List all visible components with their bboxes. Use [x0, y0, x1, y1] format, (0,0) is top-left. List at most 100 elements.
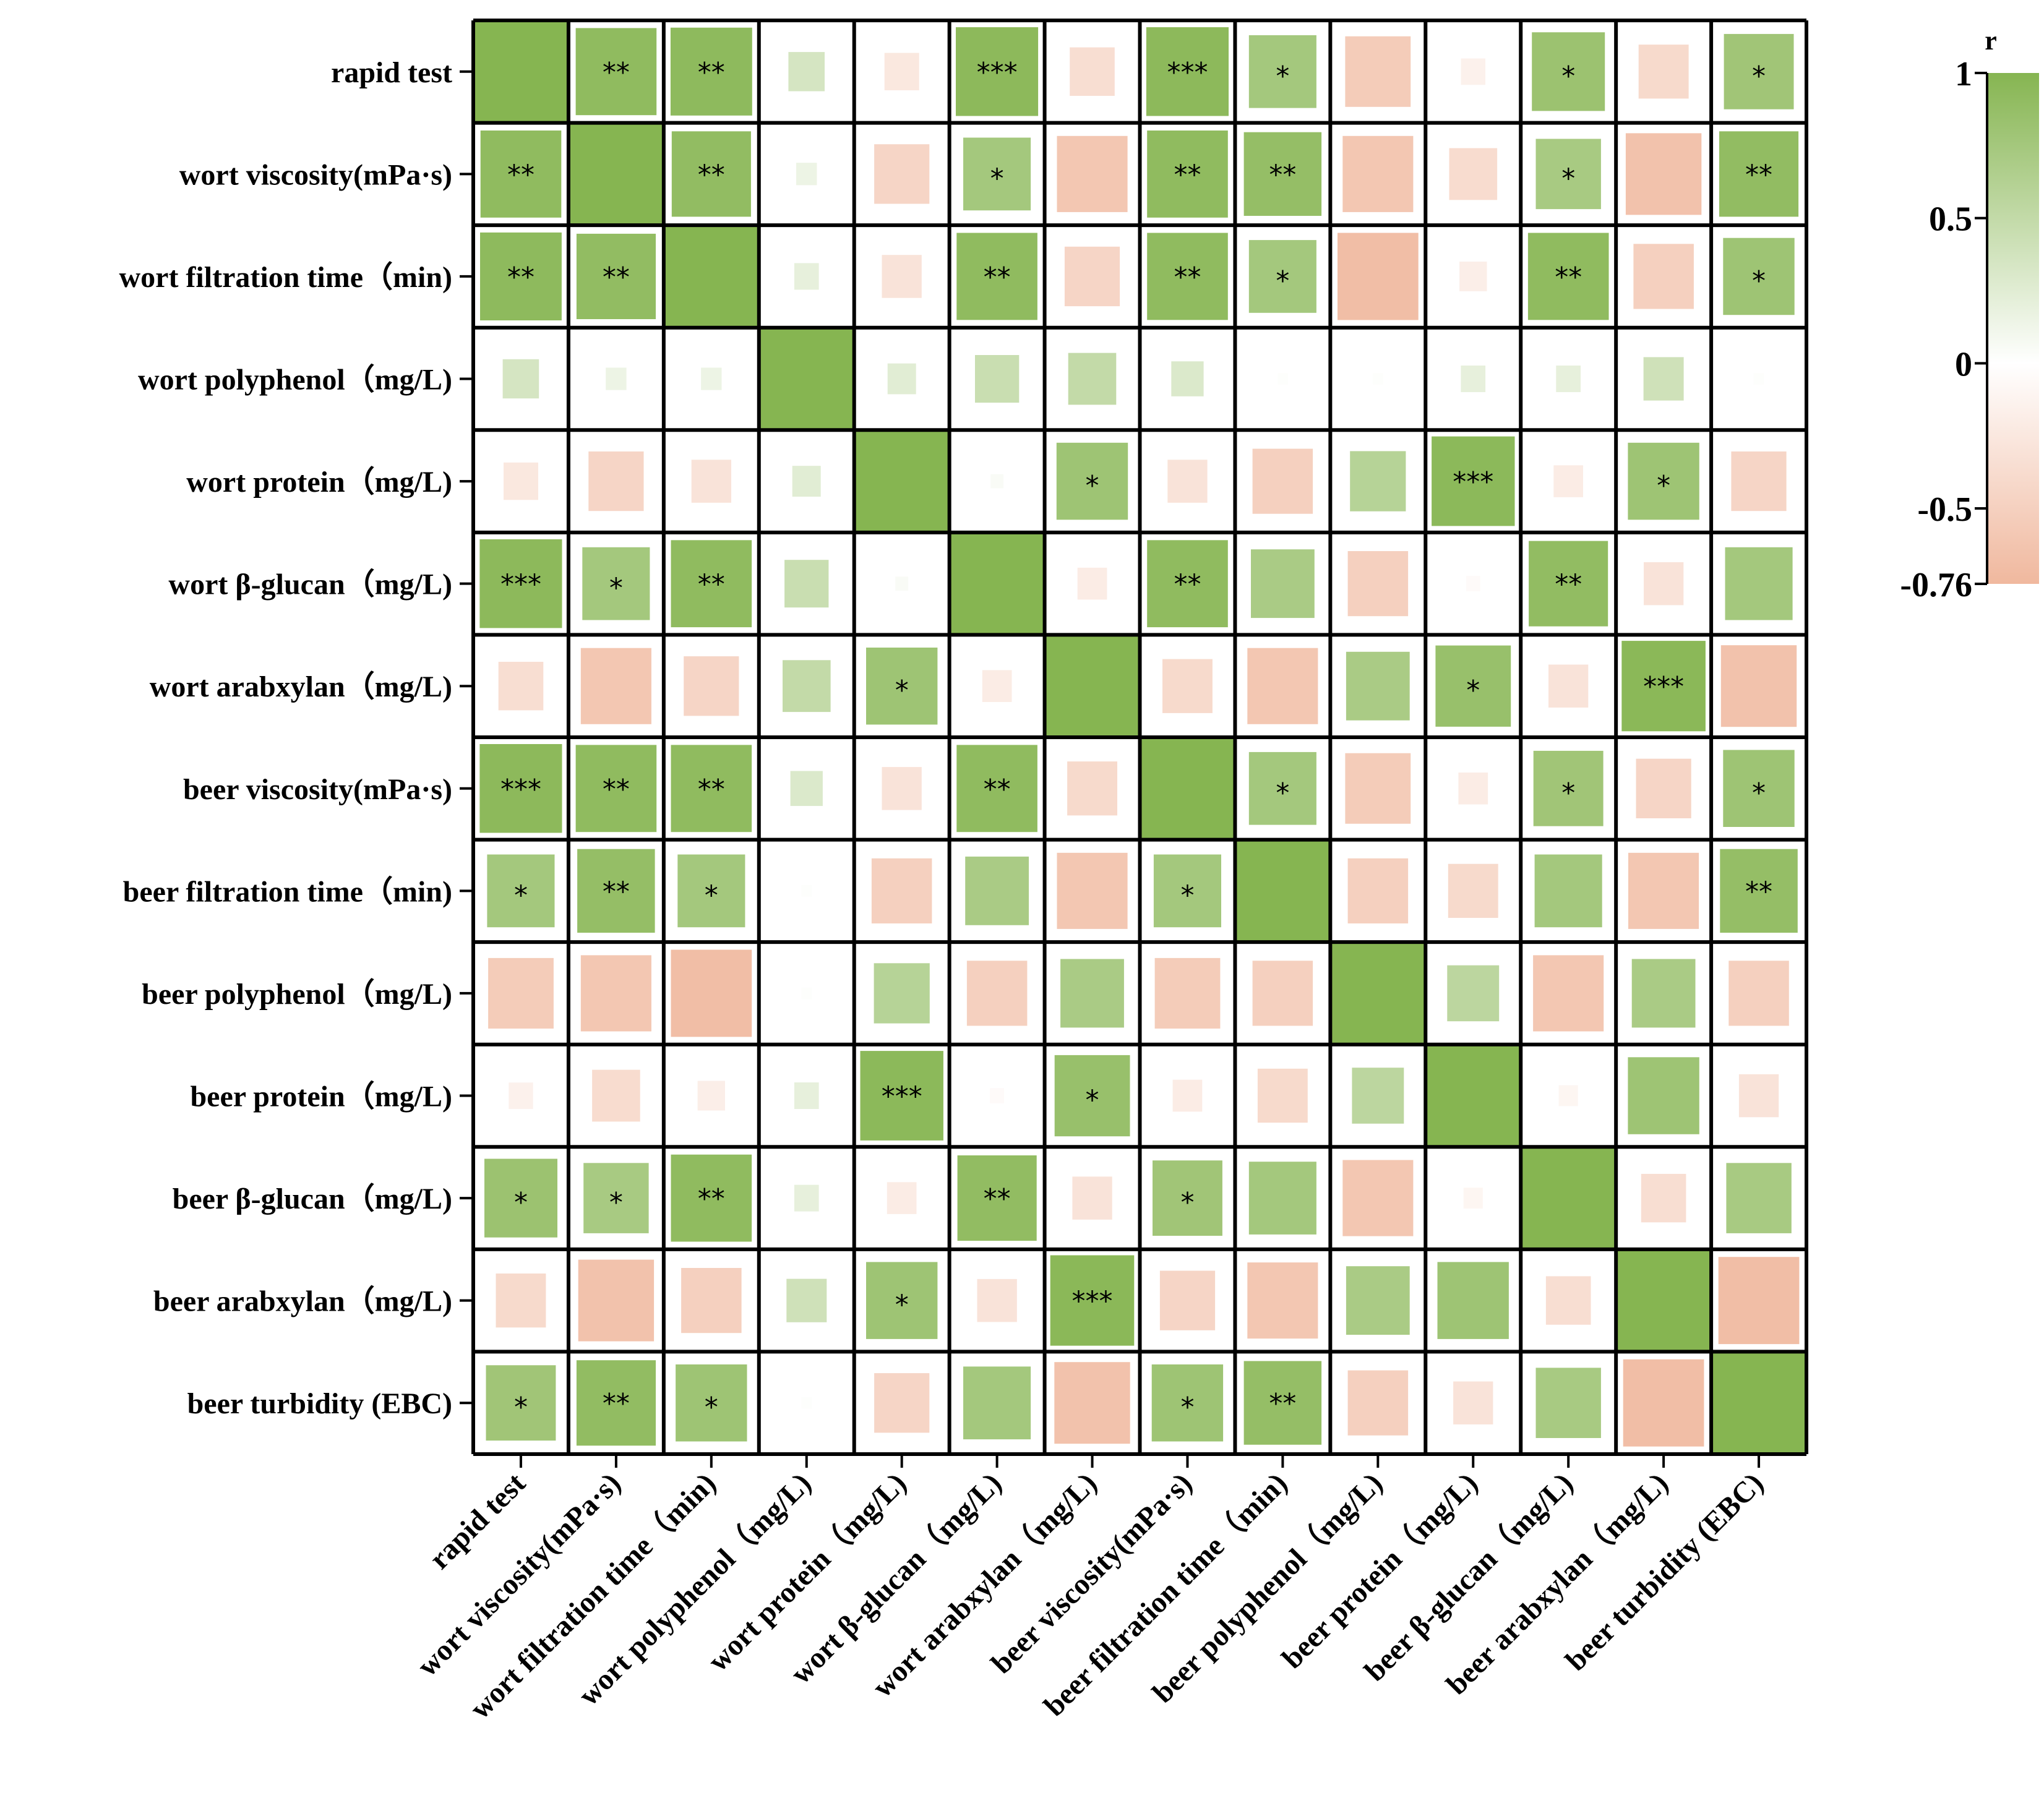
heatmap-cell-r0-c1	[573, 25, 659, 118]
heatmap-grid	[471, 19, 1808, 1456]
heatmap-cell-r10-c12	[1625, 1055, 1702, 1137]
heatmap-cell-r1-c9	[1340, 133, 1416, 215]
heatmap-cell-r8-c6	[1054, 850, 1130, 931]
significance-r13-c8: **	[1269, 1388, 1296, 1419]
colorbar-tick-label-0: 1	[1955, 55, 1972, 93]
colorbar-tick-label-3: -0.5	[1917, 490, 1972, 529]
heatmap-cell-r10-c4	[857, 1048, 946, 1143]
heatmap-cell-r1-c3	[794, 160, 820, 188]
heatmap-cell-r7-c3	[788, 768, 825, 809]
significance-r7-c11: *	[1561, 777, 1575, 809]
significance-r10-c4: ***	[882, 1081, 922, 1113]
heatmap-cell-r5-c4	[893, 574, 911, 593]
heatmap-cell-r13-c5	[961, 1364, 1034, 1442]
heatmap-cell-r10-c13	[1736, 1071, 1782, 1120]
heatmap-cell-r11-c12	[1638, 1171, 1689, 1225]
heatmap-cell-r9-c0	[486, 955, 556, 1032]
heatmap-cell-r6-c6	[1044, 635, 1140, 737]
heatmap-cell-r11-c10	[1461, 1185, 1485, 1211]
heatmap-cell-r5-c2	[668, 537, 755, 630]
heatmap-cell-r2-c9	[1335, 230, 1421, 323]
heatmap-cell-r13-c0	[483, 1363, 559, 1444]
heatmap-cell-r12-c13	[1716, 1254, 1802, 1347]
heatmap-cell-r0-c2	[668, 25, 755, 118]
heatmap-cell-r9-c7	[1152, 955, 1223, 1032]
heatmap-cell-r10-c3	[791, 1080, 822, 1111]
y-label-2: wort filtration time（min)	[119, 261, 452, 294]
y-label-9: beer polyphenol（mg/L)	[142, 978, 452, 1011]
heatmap-cell-r3-c11	[1553, 363, 1584, 395]
heatmap-cell-r1-c6	[1054, 133, 1130, 215]
significance-r12-c4: *	[895, 1290, 909, 1321]
heatmap-cell-r1-c13	[1717, 129, 1801, 220]
heatmap-cell-r3-c3	[758, 327, 854, 430]
significance-r2-c13: *	[1752, 265, 1766, 297]
heatmap-cell-r9-c5	[964, 958, 1030, 1029]
colorbar: r 1 0.5 0 -0.5 -0.76	[1900, 25, 2039, 604]
y-label-8: beer filtration time（min)	[123, 875, 452, 908]
heatmap-cell-r6-c4	[864, 645, 940, 727]
significance-r7-c2: **	[698, 774, 725, 805]
y-label-12: beer arabxylan（mg/L)	[153, 1285, 452, 1318]
heatmap-cell-r7-c0	[477, 742, 565, 836]
heatmap-cell-r12-c7	[1157, 1268, 1218, 1333]
heatmap-cell-r3-c7	[1169, 359, 1206, 399]
heatmap-cell-r11-c9	[1340, 1157, 1416, 1239]
heatmap-cell-r5-c6	[1075, 565, 1110, 602]
heatmap-cell-r13-c1	[573, 1358, 659, 1449]
heatmap-cell-r11-c2	[668, 1152, 755, 1244]
heatmap-cell-r1-c11	[1533, 136, 1604, 212]
heatmap-cell-r13-c12	[1620, 1356, 1707, 1449]
heatmap-cell-r13-c9	[1345, 1368, 1411, 1438]
significance-r6-c4: *	[895, 675, 909, 706]
heatmap-cell-r3-c0	[500, 356, 542, 401]
heatmap-cell-r11-c3	[791, 1182, 822, 1214]
significance-r1-c5: *	[990, 163, 1004, 194]
heatmap-cell-r9-c9	[1330, 942, 1426, 1045]
heatmap-cell-r5-c7	[1144, 537, 1230, 630]
heatmap-cell-r8-c5	[963, 854, 1031, 928]
significance-r0-c7: ***	[1167, 57, 1208, 88]
significance-r12-c6: ***	[1072, 1286, 1113, 1317]
heatmap-cell-r4-c7	[1165, 457, 1210, 505]
heatmap-cell-r4-c10	[1429, 434, 1518, 529]
heatmap-cell-r5-c5	[949, 532, 1045, 635]
heatmap-cell-r7-c12	[1633, 756, 1694, 821]
significance-r5-c0: ***	[500, 569, 541, 601]
significance-r7-c0: ***	[500, 774, 541, 805]
heatmap-cell-r10-c6	[1052, 1052, 1133, 1139]
y-label-3: wort polyphenol（mg/L)	[138, 364, 452, 396]
heatmap-cell-r6-c5	[979, 667, 1015, 705]
heatmap-cell-r1-c7	[1144, 128, 1230, 220]
heatmap-cell-r3-c5	[973, 353, 1022, 405]
significance-r10-c6: *	[1086, 1085, 1099, 1116]
heatmap-cell-r11-c8	[1246, 1159, 1319, 1237]
heatmap-cell-r6-c9	[1343, 649, 1412, 723]
heatmap-cell-r8-c13	[1717, 846, 1800, 935]
heatmap-cell-r3-c4	[885, 361, 919, 397]
heatmap-cell-r1-c1	[568, 122, 664, 226]
significance-r4-c6: *	[1086, 470, 1099, 502]
significance-r8-c1: **	[603, 876, 630, 907]
heatmap-cell-r0-c6	[1067, 45, 1117, 98]
heatmap-cell-r10-c0	[506, 1080, 536, 1111]
heatmap-cell-r4-c12	[1625, 440, 1702, 523]
heatmap-cell-r9-c1	[578, 953, 654, 1034]
heatmap-cell-r10-c9	[1349, 1065, 1407, 1126]
heatmap-cell-r2-c4	[879, 252, 924, 301]
heatmap-cell-r7-c8	[1246, 749, 1319, 828]
heatmap-cell-r10-c5	[987, 1085, 1007, 1106]
heatmap-cell-r0-c11	[1529, 30, 1608, 114]
heatmap-cell-r12-c9	[1343, 1264, 1412, 1338]
heatmap-cell-r12-c11	[1543, 1274, 1594, 1327]
significance-r13-c0: *	[514, 1392, 528, 1423]
heatmap-cell-r4-c1	[586, 448, 646, 514]
heatmap-cell-r9-c12	[1629, 956, 1698, 1030]
heatmap-cell-r6-c7	[1160, 656, 1215, 716]
heatmap-cell-r10-c2	[695, 1078, 728, 1113]
heatmap-cell-r4-c0	[501, 460, 541, 503]
heatmap-cell-r9-c3	[799, 985, 815, 1002]
heatmap-cell-r6-c12	[1619, 638, 1708, 734]
significance-r7-c13: *	[1752, 777, 1766, 809]
